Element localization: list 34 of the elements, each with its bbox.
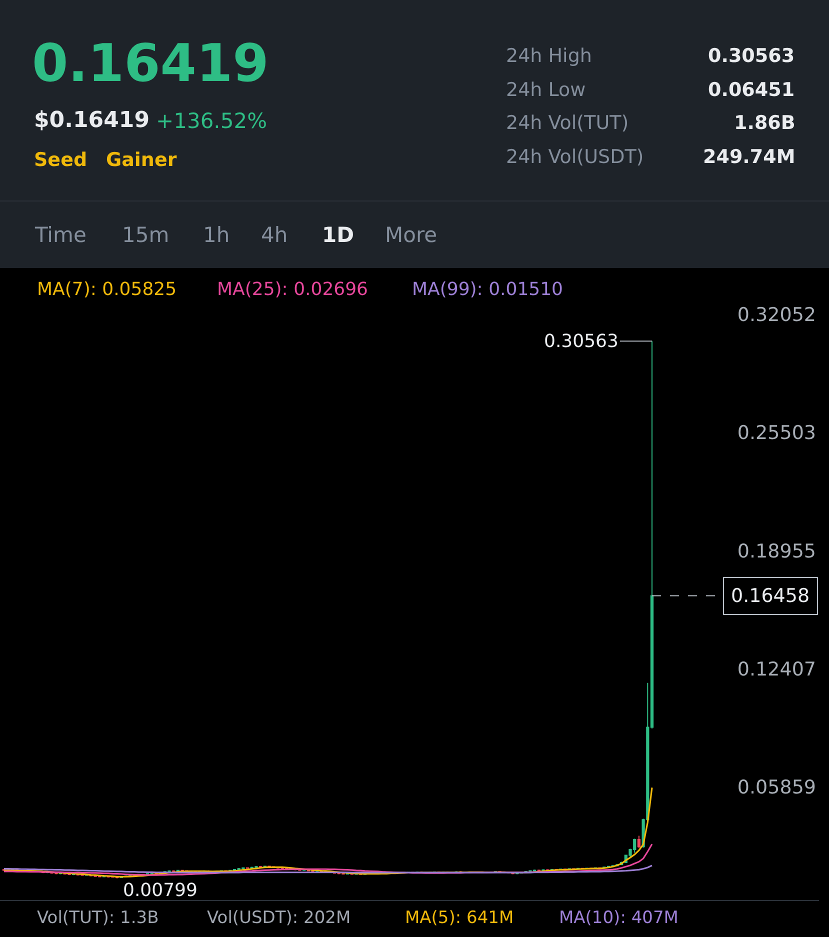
text: Vol(TUT): 1.3B bbox=[37, 908, 159, 928]
text: Vol(USDT): 202M bbox=[207, 908, 351, 928]
text: Gainer bbox=[106, 149, 178, 171]
text: 15m bbox=[122, 223, 170, 247]
text: MA(7): 0.05825 bbox=[37, 279, 177, 300]
text: 24h High bbox=[506, 45, 592, 67]
text: 24h Low bbox=[506, 79, 586, 101]
y-tick-label: 0.32052 bbox=[737, 304, 816, 326]
text: MA(10): 407M bbox=[559, 908, 678, 928]
text: 4h bbox=[261, 223, 288, 247]
text: $0.16419 bbox=[34, 108, 150, 133]
text: Seed bbox=[34, 149, 88, 171]
annotation: 0.30563 bbox=[544, 331, 618, 352]
text: 0.06451 bbox=[708, 79, 795, 101]
text: MA(25): 0.02696 bbox=[217, 279, 368, 300]
text: 1h bbox=[203, 223, 230, 247]
text: 1.86B bbox=[734, 112, 796, 134]
annotation: 0.00799 bbox=[123, 880, 198, 901]
text: +136.52% bbox=[156, 109, 268, 133]
text: MA(5): 641M bbox=[405, 908, 514, 928]
text: More bbox=[385, 223, 438, 247]
chart-title: 0.16419 bbox=[32, 34, 269, 94]
text: 0.30563 bbox=[708, 45, 795, 67]
text: 249.74M bbox=[703, 146, 796, 168]
text: 24h Vol(USDT) bbox=[506, 146, 644, 168]
y-tick-label: 0.05859 bbox=[737, 776, 816, 799]
ref-line-label: 0.16458 bbox=[731, 585, 810, 607]
text: MA(99): 0.01510 bbox=[412, 279, 564, 300]
y-tick-label: 0.25503 bbox=[737, 422, 816, 444]
text: 1D bbox=[322, 223, 354, 247]
y-tick-label: 0.18955 bbox=[737, 540, 816, 562]
y-tick-label: 0.12407 bbox=[737, 658, 816, 680]
text: 24h Vol(TUT) bbox=[506, 112, 629, 134]
text: Time bbox=[34, 223, 86, 247]
